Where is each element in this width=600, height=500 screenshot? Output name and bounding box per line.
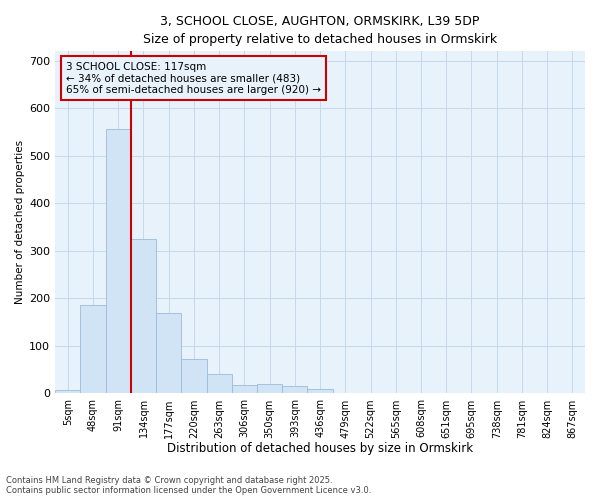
Bar bbox=[232, 385, 257, 394]
Bar bbox=[80, 304, 106, 394]
Bar bbox=[156, 312, 181, 394]
Bar bbox=[55, 390, 80, 394]
Text: 3 SCHOOL CLOSE: 117sqm
← 34% of detached houses are smaller (483)
65% of semi-de: 3 SCHOOL CLOSE: 117sqm ← 34% of detached… bbox=[66, 62, 321, 95]
Bar bbox=[206, 374, 232, 394]
Text: Contains HM Land Registry data © Crown copyright and database right 2025.
Contai: Contains HM Land Registry data © Crown c… bbox=[6, 476, 371, 495]
Bar bbox=[307, 388, 332, 394]
Title: 3, SCHOOL CLOSE, AUGHTON, ORMSKIRK, L39 5DP
Size of property relative to detache: 3, SCHOOL CLOSE, AUGHTON, ORMSKIRK, L39 … bbox=[143, 15, 497, 46]
Bar bbox=[181, 359, 206, 394]
X-axis label: Distribution of detached houses by size in Ormskirk: Distribution of detached houses by size … bbox=[167, 442, 473, 455]
Bar bbox=[257, 384, 282, 394]
Y-axis label: Number of detached properties: Number of detached properties bbox=[15, 140, 25, 304]
Bar bbox=[106, 129, 131, 394]
Bar bbox=[282, 386, 307, 394]
Bar bbox=[131, 239, 156, 394]
